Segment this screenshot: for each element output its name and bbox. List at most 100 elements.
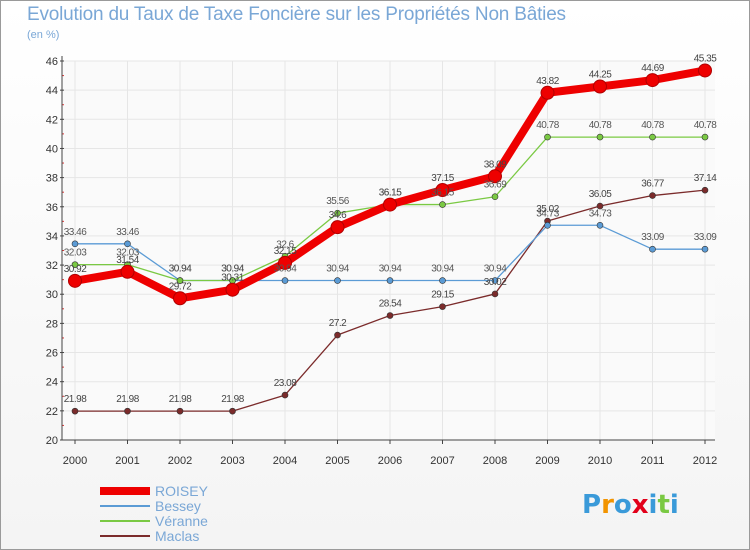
- logo-letter: i: [648, 490, 658, 520]
- data-point-maclas: [229, 407, 236, 415]
- data-label-bessey: 33.09: [694, 232, 717, 243]
- plot-area: [62, 61, 715, 440]
- y-tick-label: 30: [46, 289, 58, 301]
- data-point-bessey: [439, 277, 446, 284]
- data-point-maclas: [701, 186, 709, 194]
- data-label-maclas: 21.98: [116, 394, 139, 405]
- x-tick-label: 2011: [641, 455, 665, 467]
- data-label-maclas: 27.2: [329, 318, 347, 329]
- data-point-maclas: [491, 290, 499, 298]
- chart-title: Evolution du Taux de Taxe Foncière sur l…: [27, 4, 566, 25]
- legend-label: Véranne: [155, 513, 208, 529]
- data-label-vranne: 40.78: [641, 120, 664, 131]
- data-point-roisey: [435, 183, 450, 198]
- legend-label: Bessey: [155, 498, 201, 514]
- data-point-maclas: [334, 331, 341, 339]
- data-label-vranne: 30.94: [169, 264, 192, 275]
- data-point-roisey: [383, 197, 397, 212]
- y-tick-label: 44: [46, 85, 58, 97]
- data-label-roisey: 36.15: [379, 188, 402, 199]
- data-point-bessey: [71, 240, 79, 248]
- data-point-vranne: [596, 133, 604, 141]
- proxiti-logo: Proxiti: [582, 490, 679, 520]
- data-label-roisey: 44.69: [641, 63, 664, 74]
- data-label-roisey: 31.54: [116, 255, 139, 266]
- y-tick-label: 38: [46, 173, 58, 185]
- data-point-roisey: [225, 282, 240, 297]
- data-label-roisey: 43.82: [536, 76, 559, 87]
- data-label-vranne: 36.15: [379, 188, 402, 199]
- data-label-vranne: 32.6: [276, 239, 294, 250]
- data-point-roisey: [278, 255, 292, 270]
- data-point-maclas: [596, 202, 604, 210]
- data-point-vranne: [544, 133, 551, 141]
- data-point-bessey: [544, 221, 551, 229]
- data-point-roisey: [330, 220, 345, 235]
- x-tick-label: 2006: [378, 455, 402, 467]
- legend-swatch: [100, 505, 150, 507]
- data-label-maclas: 28.54: [379, 299, 402, 310]
- x-tick-label: 2000: [63, 455, 87, 467]
- x-tick-label: 2002: [168, 455, 192, 467]
- data-label-roisey: 34.6: [329, 210, 347, 221]
- data-point-bessey: [596, 221, 604, 229]
- y-tick-label: 20: [46, 435, 58, 447]
- data-label-roisey: 30.31: [221, 273, 244, 284]
- data-label-bessey: 33.09: [641, 232, 664, 243]
- legend-label: ROISEY: [155, 483, 208, 499]
- x-tick-label: 2004: [273, 455, 297, 467]
- logo-letter: P: [582, 490, 602, 520]
- data-label-vranne: 36.69: [484, 180, 507, 191]
- y-tick-label: 36: [46, 202, 58, 214]
- x-tick-label: 2010: [588, 455, 612, 467]
- data-label-maclas: 36.05: [589, 189, 612, 200]
- data-label-vranne: 40.78: [589, 120, 612, 131]
- data-label-vranne: 32.03: [116, 248, 139, 259]
- data-label-roisey: 30.92: [64, 264, 87, 275]
- data-label-maclas: 21.98: [64, 394, 87, 405]
- logo-letter: t: [657, 490, 670, 520]
- data-point-bessey: [281, 277, 289, 284]
- logo-letter: x: [631, 490, 649, 520]
- data-label-maclas: 21.98: [169, 394, 192, 405]
- data-point-bessey: [649, 245, 656, 253]
- data-point-roisey: [488, 169, 502, 184]
- x-tick-label: 2003: [220, 455, 244, 467]
- data-point-maclas: [386, 312, 394, 319]
- data-label-vranne: 36.15: [431, 188, 454, 199]
- legend-swatch: [100, 520, 150, 522]
- y-tick-label: 46: [46, 56, 58, 68]
- data-label-roisey: 37.15: [431, 173, 454, 184]
- data-label-roisey: 32.15: [274, 246, 297, 257]
- data-label-maclas: 30.02: [484, 277, 507, 288]
- legend-label: Maclas: [155, 528, 200, 544]
- data-label-bessey: 33.46: [116, 227, 139, 238]
- data-point-maclas: [176, 407, 184, 415]
- data-point-bessey: [334, 277, 341, 284]
- data-point-bessey: [124, 240, 131, 248]
- data-label-bessey: 34.73: [589, 208, 612, 219]
- data-label-maclas: 35.02: [536, 204, 559, 215]
- data-point-maclas: [124, 407, 131, 415]
- data-label-bessey: 30.94: [484, 264, 507, 275]
- data-label-bessey: 30.94: [326, 264, 349, 275]
- data-label-bessey: 30.94: [431, 264, 454, 275]
- data-point-vranne: [439, 201, 446, 208]
- y-tick-label: 22: [46, 406, 58, 418]
- legend-swatch: [100, 535, 150, 537]
- data-point-vranne: [649, 133, 656, 141]
- data-label-maclas: 36.77: [641, 179, 664, 190]
- data-point-roisey: [645, 73, 660, 88]
- data-label-vranne: 40.78: [536, 120, 559, 131]
- logo-letter: r: [601, 490, 614, 520]
- legend-swatch: [100, 487, 150, 495]
- x-tick-label: 2007: [430, 455, 454, 467]
- data-label-maclas: 29.15: [431, 290, 454, 301]
- data-label-vranne: 40.78: [694, 120, 717, 131]
- x-tick-label: 2001: [115, 455, 139, 467]
- data-point-roisey: [540, 85, 555, 100]
- data-point-maclas: [281, 391, 289, 399]
- data-label-bessey: 30.94: [379, 264, 402, 275]
- data-label-bessey: 33.46: [64, 227, 87, 238]
- x-tick-label: 2005: [325, 455, 349, 467]
